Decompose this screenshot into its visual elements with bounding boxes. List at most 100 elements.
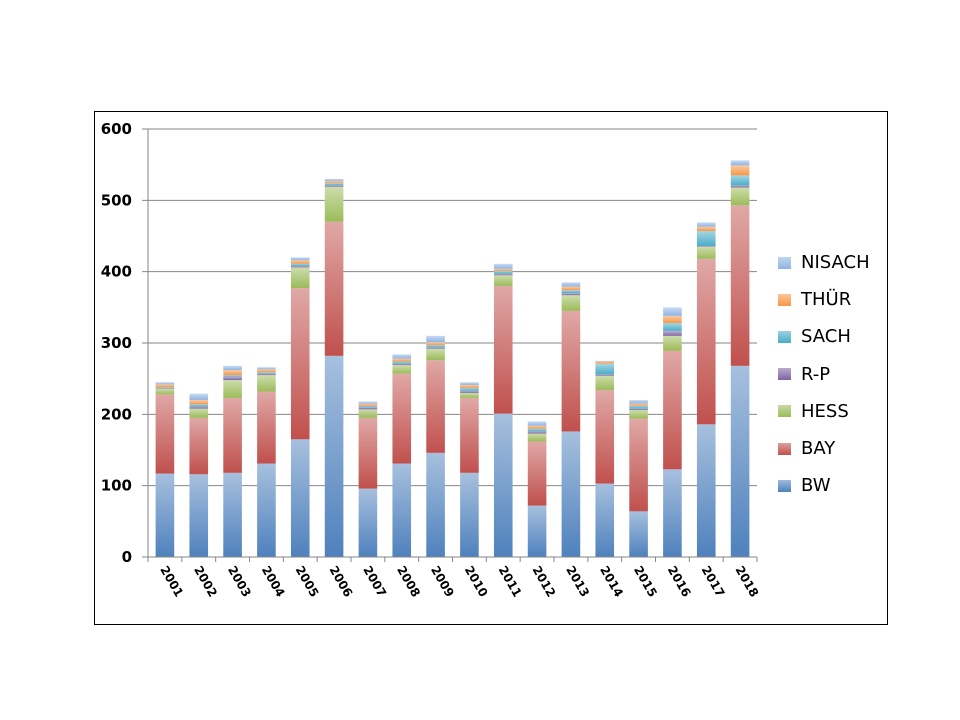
bar-segment-hess-2016 [663,335,682,351]
legend-swatch [778,442,791,455]
bar-segment-th-r-2006 [324,181,344,184]
bar-segment-sach-2018 [730,175,750,186]
legend-item-th-r: THÜR [778,281,883,318]
bar-segment-r-p-2015 [629,408,648,411]
bar-segment-bay-2015 [629,418,648,512]
bar-segment-sach-2015 [629,405,648,409]
bar-segment-bay-2006 [324,221,344,356]
bar-segment-sach-2001 [155,387,175,388]
bar-segment-th-r-2003 [223,370,242,376]
bar-segment-nisach-2010 [460,382,479,386]
bar-segment-bay-2009 [426,360,445,453]
bar-segment-nisach-2009 [426,335,445,343]
bar-segment-th-r-2015 [629,403,648,406]
legend-swatch [778,479,791,492]
bar-segment-hess-2005 [290,267,310,289]
bar-segment-r-p-2014 [595,374,615,376]
bar-segment-nisach-2014 [595,360,615,362]
bar-segment-r-p-2002 [189,406,209,409]
legend: NISACH THÜR SACH R-P HESS BAY BW [778,244,883,504]
y-axis-ticks: 0 100 200 300 400 500 600 [101,120,132,566]
bar-segment-bay-2003 [223,397,242,473]
bar-segment-sach-2009 [426,345,445,348]
bar-segment-th-r-2010 [460,385,479,388]
bar-segment-nisach-2004 [257,367,276,370]
bar-segment-hess-2002 [189,408,209,418]
legend-label: HESS [801,400,849,422]
bar-segment-r-p-2009 [426,347,445,349]
bar-segment-th-r-2005 [290,260,310,264]
x-tick-label: 2013 [563,564,592,600]
bar-segment-bay-2004 [257,391,276,464]
bar-segment-r-p-2004 [257,373,276,376]
legend-swatch [778,330,791,343]
bar-segment-nisach-2008 [392,354,412,359]
legend-swatch [778,256,791,269]
bar-segment-th-r-2018 [730,165,750,176]
y-tick-label: 300 [101,334,132,352]
bar-segment-r-p-2017 [696,245,716,247]
bar-segment-hess-2017 [696,246,716,259]
bar-segment-th-r-2017 [696,226,716,232]
bar-segment-hess-2008 [392,365,412,374]
bar-segment-hess-2004 [257,375,276,392]
bar-segment-bw-2002 [189,474,209,557]
bar-segment-sach-2002 [189,404,209,407]
bar-segment-r-p-2016 [663,330,682,336]
bar-segment-sach-2014 [595,363,615,375]
x-tick-label: 2010 [462,564,491,600]
bar-segment-bay-2010 [460,397,479,473]
bar-segment-bw-2009 [426,452,445,557]
bar-segment-bay-2012 [527,441,547,506]
bar-segment-sach-2013 [561,290,581,294]
bar-segment-th-r-2007 [358,403,378,406]
bar-segment-hess-2001 [155,388,175,395]
x-tick-label: 2001 [157,564,186,600]
y-tick-label: 400 [101,263,132,281]
bar-segment-th-r-2011 [493,268,513,271]
x-tick-label: 2002 [191,564,220,600]
bars [155,160,750,557]
bar-segment-nisach-2001 [155,382,175,385]
bar-segment-bw-2017 [696,424,716,557]
bar-segment-nisach-2012 [527,421,547,426]
bar-segment-hess-2003 [223,380,242,398]
bar-segment-bw-2012 [527,505,547,557]
legend-label: BAY [801,438,836,460]
bar-segment-r-p-2010 [460,390,479,393]
bar-segment-r-p-2003 [223,376,242,381]
bar-segment-bw-2010 [460,472,479,557]
legend-label: THÜR [801,289,852,311]
x-tick-label: 2011 [496,564,525,600]
bar-segment-bay-2014 [595,390,615,484]
bar-segment-nisach-2005 [290,257,310,261]
x-tick-label: 2009 [428,564,457,600]
bar-segment-sach-2017 [696,231,716,246]
legend-swatch [778,293,791,306]
bar-segment-bay-2017 [696,258,716,425]
bar-segment-nisach-2018 [730,160,750,166]
x-tick-label: 2012 [529,564,558,600]
bar-segment-hess-2011 [493,275,513,286]
y-tick-label: 200 [101,405,132,423]
bar-segment-hess-2007 [358,409,378,418]
legend-label: R-P [801,363,831,385]
bar-segment-nisach-2013 [561,282,581,287]
bar-segment-th-r-2009 [426,342,445,346]
x-tick-label: 2008 [394,564,423,600]
x-tick-label: 2004 [259,564,288,600]
bar-segment-th-r-2004 [257,369,276,373]
axes [147,129,758,562]
bar-segment-nisach-2016 [663,307,682,316]
bar-segment-bw-2005 [290,439,310,557]
bar-segment-bay-2011 [493,285,513,414]
bar-segment-th-r-2016 [663,315,682,324]
bar-segment-r-p-2012 [527,431,547,434]
legend-label: SACH [801,326,851,348]
legend-item-nisach: NISACH [778,244,883,281]
x-axis-ticks: 2001 2002 2003 2004 2005 2006 2007 2008 2009 2010… [157,564,761,600]
x-tick-label: 2018 [732,564,761,600]
bar-segment-sach-2011 [493,270,513,274]
bar-segment-r-p-2005 [290,265,310,268]
